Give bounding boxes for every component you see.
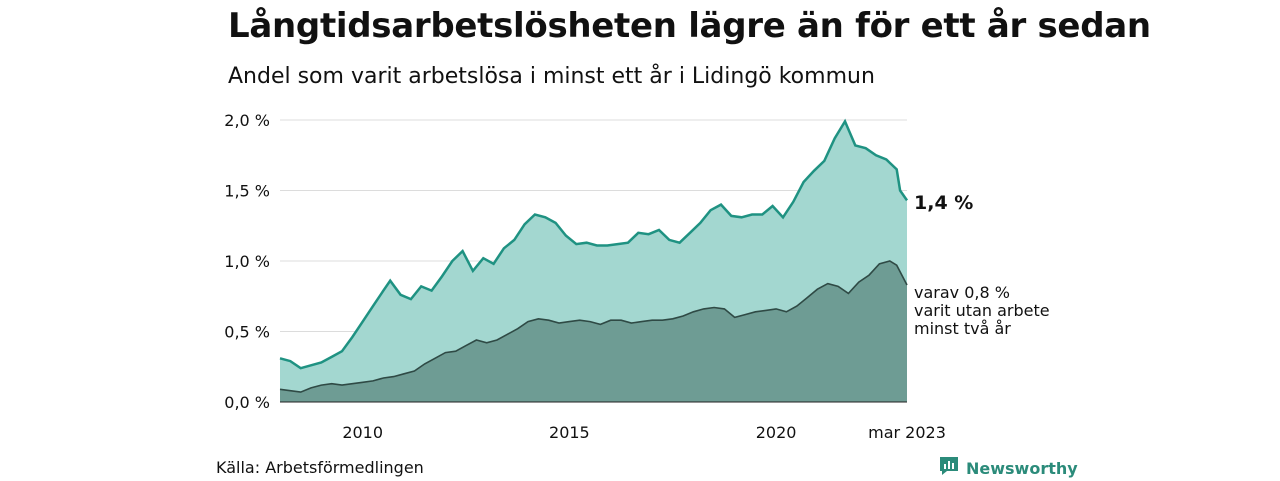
x-tick-label: 2010 [342, 423, 383, 442]
newsworthy-icon [938, 455, 960, 481]
sub-annotation-line3: minst två år [914, 319, 1011, 338]
x-tick-label: 2020 [756, 423, 797, 442]
sub-annotation-line1: varav 0,8 % [914, 283, 1010, 302]
x-tick-label: mar 2023 [868, 423, 946, 442]
chart-subtitle: Andel som varit arbetslösa i minst ett å… [228, 64, 875, 89]
x-tick-label: 2015 [549, 423, 590, 442]
y-tick-label: 1,5 % [224, 182, 270, 201]
brand-name: Newsworthy [966, 458, 1078, 478]
area-two-years [280, 261, 907, 402]
y-tick-label: 2,0 % [224, 111, 270, 130]
x-axis-ticks: 2010 2015 2020 mar 2023 [342, 423, 946, 442]
y-tick-label: 1,0 % [224, 252, 270, 271]
y-tick-label: 0,5 % [224, 323, 270, 342]
chart-title: Långtidsarbetslösheten lägre än för ett … [228, 6, 1151, 46]
line-long-term-total [279, 118, 909, 370]
line-two-years [279, 260, 908, 393]
series-areas [279, 118, 909, 403]
sub-annotation-line2: varit utan arbete [914, 301, 1050, 320]
source-note: Källa: Arbetsförmedlingen [216, 458, 424, 477]
brand-logo[interactable]: Newsworthy [938, 455, 1078, 481]
y-tick-label: 0,0 % [224, 393, 270, 412]
y-axis-ticks: 0,0 % 0,5 % 1,0 % 1,5 % 2,0 % [224, 111, 270, 412]
last-value-label: 1,4 % [914, 192, 973, 214]
